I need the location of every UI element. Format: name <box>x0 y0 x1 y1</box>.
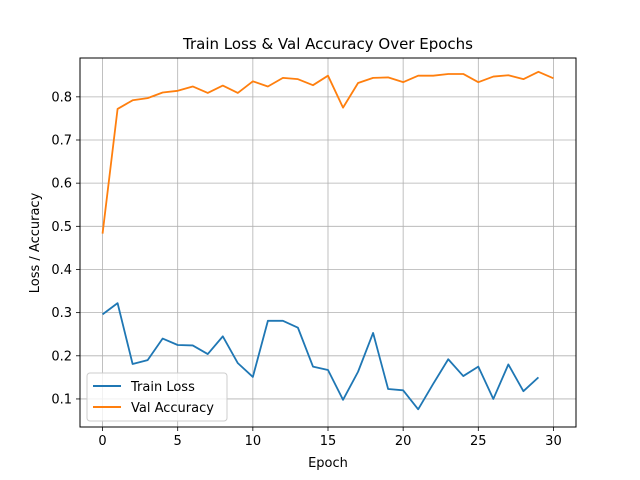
legend-label-train-loss: Train Loss <box>130 380 195 395</box>
x-tick-label: 15 <box>320 434 337 449</box>
axis-ticks: 0 5 10 15 20 25 30 0.1 0.2 0.3 0.4 0.5 0.6 0.7 0.8 <box>51 90 561 449</box>
x-tick-label: 10 <box>245 434 262 449</box>
legend-label-val-accuracy: Val Accuracy <box>131 401 214 416</box>
x-tick-label: 0 <box>98 434 106 449</box>
y-axis-label: Loss / Accuracy <box>28 192 43 293</box>
series-line-val-accuracy <box>101 70 554 234</box>
series-line-train-loss <box>102 302 540 411</box>
x-tick-label: 5 <box>174 434 182 449</box>
y-tick-label: 0.4 <box>51 263 72 278</box>
x-tick-label: 30 <box>545 434 562 449</box>
legend-box <box>86 372 228 422</box>
y-tick-label: 0.7 <box>51 134 72 149</box>
legend: Train Loss Val Accuracy <box>86 372 228 422</box>
x-tick-label: 25 <box>470 434 487 449</box>
series-lines <box>101 70 554 411</box>
y-tick-label: 0.5 <box>51 220 72 235</box>
x-axis-label: Epoch <box>308 456 348 471</box>
y-tick-label: 0.1 <box>51 392 72 407</box>
x-tick-label: 20 <box>395 434 412 449</box>
y-tick-label: 0.8 <box>51 90 72 105</box>
y-tick-label: 0.3 <box>51 306 72 321</box>
y-tick-label: 0.6 <box>51 177 72 192</box>
y-tick-label: 0.2 <box>51 349 72 364</box>
chart-title: Train Loss & Val Accuracy Over Epochs <box>182 35 473 53</box>
